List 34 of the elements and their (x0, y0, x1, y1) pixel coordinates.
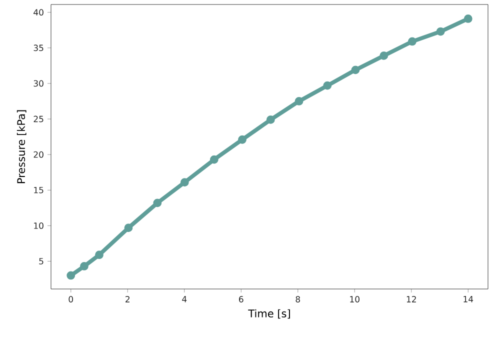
point (408, 37, 416, 46)
x-tick-label: 6 (239, 296, 244, 302)
x-tick-label: 0 (68, 296, 74, 302)
x-tick-label: 14 (464, 296, 474, 302)
point (124, 224, 133, 232)
y-axis-title: Pressure [kPa] (16, 110, 26, 184)
x-tick-label: 12 (406, 296, 416, 302)
point (238, 135, 246, 144)
point (380, 52, 388, 60)
point (153, 198, 162, 208)
y-tick-label: 5 (39, 258, 44, 264)
point (294, 97, 304, 106)
y-tick-label: 30 (34, 80, 44, 87)
x-tick-label: 8 (296, 296, 300, 302)
y-tick-label: 15 (34, 186, 44, 194)
x-tick-label: 10 (350, 296, 360, 302)
y-tick-label: 40 (34, 9, 44, 16)
y-tick-label: 20 (34, 151, 44, 158)
point (266, 116, 275, 124)
point (464, 14, 472, 23)
x-tick-label: 2 (126, 296, 130, 302)
point (95, 250, 104, 260)
y-tick-label: 35 (34, 44, 44, 52)
point (66, 271, 76, 280)
x-axis-title: Time [s] (248, 309, 290, 319)
point (323, 81, 332, 90)
point (80, 262, 88, 270)
x-tick-label: 4 (182, 296, 187, 302)
point (210, 155, 218, 164)
point (436, 27, 445, 36)
point (180, 178, 189, 187)
y-tick-label: 25 (34, 116, 44, 122)
point (351, 66, 360, 74)
y-tick-label: 10 (34, 222, 44, 229)
